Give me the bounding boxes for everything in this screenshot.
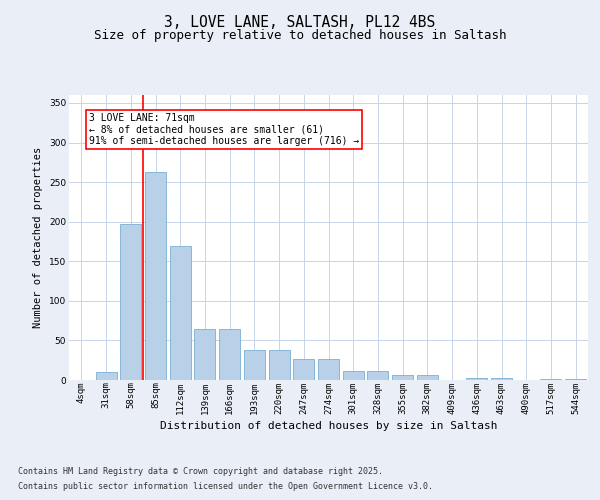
Y-axis label: Number of detached properties: Number of detached properties (34, 147, 43, 328)
Text: Contains HM Land Registry data © Crown copyright and database right 2025.: Contains HM Land Registry data © Crown c… (18, 467, 383, 476)
Bar (343, 372, 364, 380)
Bar (244, 350, 265, 380)
X-axis label: Distribution of detached houses by size in Saltash: Distribution of detached houses by size … (160, 420, 497, 430)
Text: 3 LOVE LANE: 71sqm
← 8% of detached houses are smaller (61)
91% of semi-detached: 3 LOVE LANE: 71sqm ← 8% of detached hous… (89, 113, 359, 146)
Bar (367, 372, 388, 380)
Bar (565, 379, 586, 380)
Text: 3, LOVE LANE, SALTASH, PL12 4BS: 3, LOVE LANE, SALTASH, PL12 4BS (164, 15, 436, 30)
Bar (466, 378, 487, 380)
Bar (318, 358, 339, 380)
Bar (392, 375, 413, 380)
Text: Size of property relative to detached houses in Saltash: Size of property relative to detached ho… (94, 30, 506, 43)
Bar (269, 350, 290, 380)
Bar (541, 379, 562, 380)
Bar (145, 172, 166, 380)
Bar (219, 328, 240, 380)
Text: Contains public sector information licensed under the Open Government Licence v3: Contains public sector information licen… (18, 482, 433, 491)
Bar (417, 375, 438, 380)
Bar (170, 246, 191, 380)
Bar (293, 358, 314, 380)
Bar (120, 224, 141, 380)
Bar (491, 378, 512, 380)
Bar (95, 372, 116, 380)
Bar (194, 328, 215, 380)
